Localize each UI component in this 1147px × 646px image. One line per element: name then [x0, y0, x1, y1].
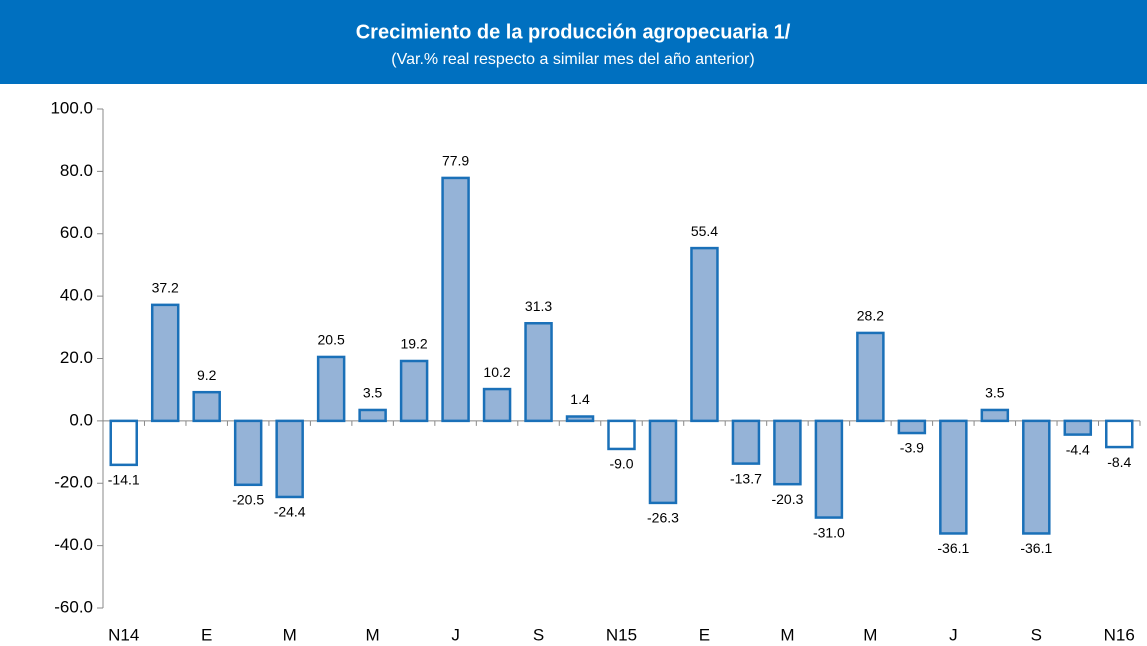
bar — [897, 419, 927, 435]
y-tick-label: 60.0 — [60, 223, 93, 242]
x-tick-label: M — [366, 625, 380, 644]
bar — [399, 359, 429, 423]
bar — [939, 419, 968, 535]
value-label: 10.2 — [483, 364, 510, 380]
x-tick-label: M — [283, 625, 297, 644]
bar — [565, 415, 595, 423]
bar — [856, 331, 885, 423]
bar — [648, 419, 678, 505]
value-label: -36.1 — [937, 540, 969, 556]
x-tick-label: M — [780, 625, 794, 644]
bar — [150, 303, 180, 423]
header-band — [0, 0, 1147, 84]
value-label: -8.4 — [1107, 454, 1131, 470]
value-label: -9.0 — [609, 456, 633, 472]
value-label: -31.0 — [813, 524, 845, 540]
x-tick-label: M — [863, 625, 877, 644]
value-label: -26.3 — [647, 510, 679, 526]
value-label: 9.2 — [197, 367, 217, 383]
y-tick-label: 40.0 — [60, 286, 93, 305]
chart-title: Crecimiento de la producción agropecuari… — [356, 21, 791, 43]
x-tick-label: J — [949, 625, 958, 644]
bar — [980, 408, 1010, 423]
y-tick-label: -60.0 — [54, 597, 93, 616]
y-tick-label: 100.0 — [50, 98, 93, 117]
value-label: 1.4 — [570, 391, 590, 407]
chart-subtitle: (Var.% real respecto a similar mes del a… — [391, 51, 754, 68]
value-label: -20.5 — [232, 492, 264, 508]
value-label: 3.5 — [363, 385, 383, 401]
x-tick-label: N15 — [606, 625, 637, 644]
value-label: -20.3 — [771, 491, 803, 507]
value-label: -36.1 — [1020, 540, 1052, 556]
bar — [1063, 419, 1093, 436]
bar — [109, 419, 138, 467]
value-label: 31.3 — [525, 298, 552, 314]
bar — [316, 355, 346, 423]
y-tick-label: -20.0 — [54, 473, 93, 492]
value-label: 28.2 — [857, 308, 884, 324]
bar — [731, 419, 761, 465]
bar — [233, 419, 263, 487]
value-label: -13.7 — [730, 470, 762, 486]
value-label: -24.4 — [274, 504, 306, 520]
bar — [1105, 419, 1134, 449]
y-tick-label: -40.0 — [54, 535, 93, 554]
x-tick-label: S — [533, 625, 544, 644]
y-tick-label: 20.0 — [60, 348, 93, 367]
value-label: -3.9 — [900, 440, 924, 456]
x-tick-label: S — [1031, 625, 1042, 644]
bar — [773, 419, 802, 486]
x-tick-label: J — [451, 625, 460, 644]
bar — [358, 408, 387, 423]
x-tick-label: N14 — [108, 625, 139, 644]
value-label: 37.2 — [152, 280, 179, 296]
bar — [482, 387, 512, 423]
bar — [441, 176, 470, 423]
bar — [607, 419, 636, 451]
y-tick-label: 80.0 — [60, 161, 93, 180]
value-label: 20.5 — [318, 332, 345, 348]
x-tick-label: E — [699, 625, 710, 644]
value-label: -4.4 — [1066, 441, 1090, 457]
value-label: 19.2 — [400, 336, 427, 352]
bar — [275, 419, 304, 499]
bar — [1022, 419, 1051, 535]
x-tick-label: E — [201, 625, 212, 644]
bar — [192, 390, 221, 423]
bar — [524, 322, 553, 423]
x-tick-label: N16 — [1104, 625, 1135, 644]
bar — [690, 246, 719, 423]
value-label: 77.9 — [442, 153, 469, 169]
value-label: 55.4 — [691, 223, 718, 239]
bar — [814, 419, 844, 519]
value-label: 3.5 — [985, 385, 1005, 401]
y-tick-label: 0.0 — [69, 410, 93, 429]
value-label: -14.1 — [108, 472, 140, 488]
